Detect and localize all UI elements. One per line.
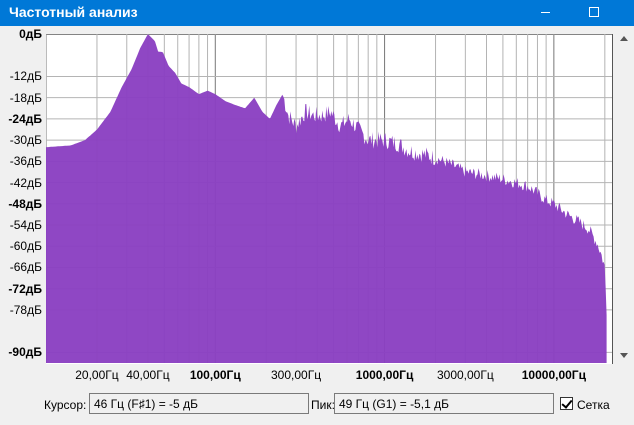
vertical-scrollbar[interactable]: [616, 30, 633, 364]
y-tick-label: -48дБ: [8, 196, 42, 211]
y-tick-label: -24дБ: [8, 111, 42, 126]
scroll-down-icon[interactable]: [620, 353, 628, 358]
minimize-icon: [541, 12, 550, 13]
checkmark-icon: [561, 397, 573, 409]
grid-checkbox[interactable]: [560, 397, 573, 410]
peak-readout: 49 Гц (G1) = -5,1 дБ: [334, 393, 554, 414]
y-tick-label: -30дБ: [9, 133, 42, 148]
y-tick-label: -66дБ: [9, 260, 42, 275]
y-tick-label: 0дБ: [19, 27, 42, 41]
y-tick-label: -54дБ: [9, 218, 42, 233]
x-tick-label: 3000,00Гц: [436, 368, 494, 382]
x-tick-label: 10000,00Гц: [521, 368, 586, 382]
y-tick-label: -12дБ: [9, 69, 42, 84]
x-tick-label: 20,00Гц: [75, 368, 119, 382]
x-tick-label: 40,00Гц: [126, 368, 170, 382]
maximize-icon: [589, 7, 599, 17]
spectrum-plot[interactable]: [46, 34, 612, 363]
x-tick-label: 1000,00Гц: [355, 368, 414, 382]
maximize-button[interactable]: [570, 0, 616, 26]
window-title: Частотный анализ: [9, 4, 138, 20]
y-tick-label: -90дБ: [8, 345, 42, 360]
y-tick-label: -60дБ: [9, 239, 42, 254]
spectrum-area: [46, 34, 607, 363]
y-tick-label: -42дБ: [9, 175, 42, 190]
grid-checkbox-label[interactable]: Сетка: [577, 398, 610, 412]
x-tick-label: 100,00Гц: [189, 368, 241, 382]
y-tick-label: -18дБ: [9, 90, 42, 105]
title-bar: Частотный анализ: [0, 0, 634, 26]
peak-label: Пик:: [311, 398, 335, 412]
y-tick-label: -36дБ: [9, 154, 42, 169]
minimize-button[interactable]: [522, 0, 568, 26]
y-tick-label: -78дБ: [9, 302, 42, 317]
x-tick-label: 300,00Гц: [271, 368, 322, 382]
cursor-readout: 46 Гц (F♯1) = -5 дБ: [89, 393, 309, 414]
scroll-up-icon[interactable]: [620, 36, 628, 41]
status-bar: Курсор: 46 Гц (F♯1) = -5 дБ Пик: 49 Гц (…: [0, 390, 634, 420]
cursor-label: Курсор:: [44, 398, 87, 412]
y-tick-label: -72дБ: [8, 281, 42, 296]
